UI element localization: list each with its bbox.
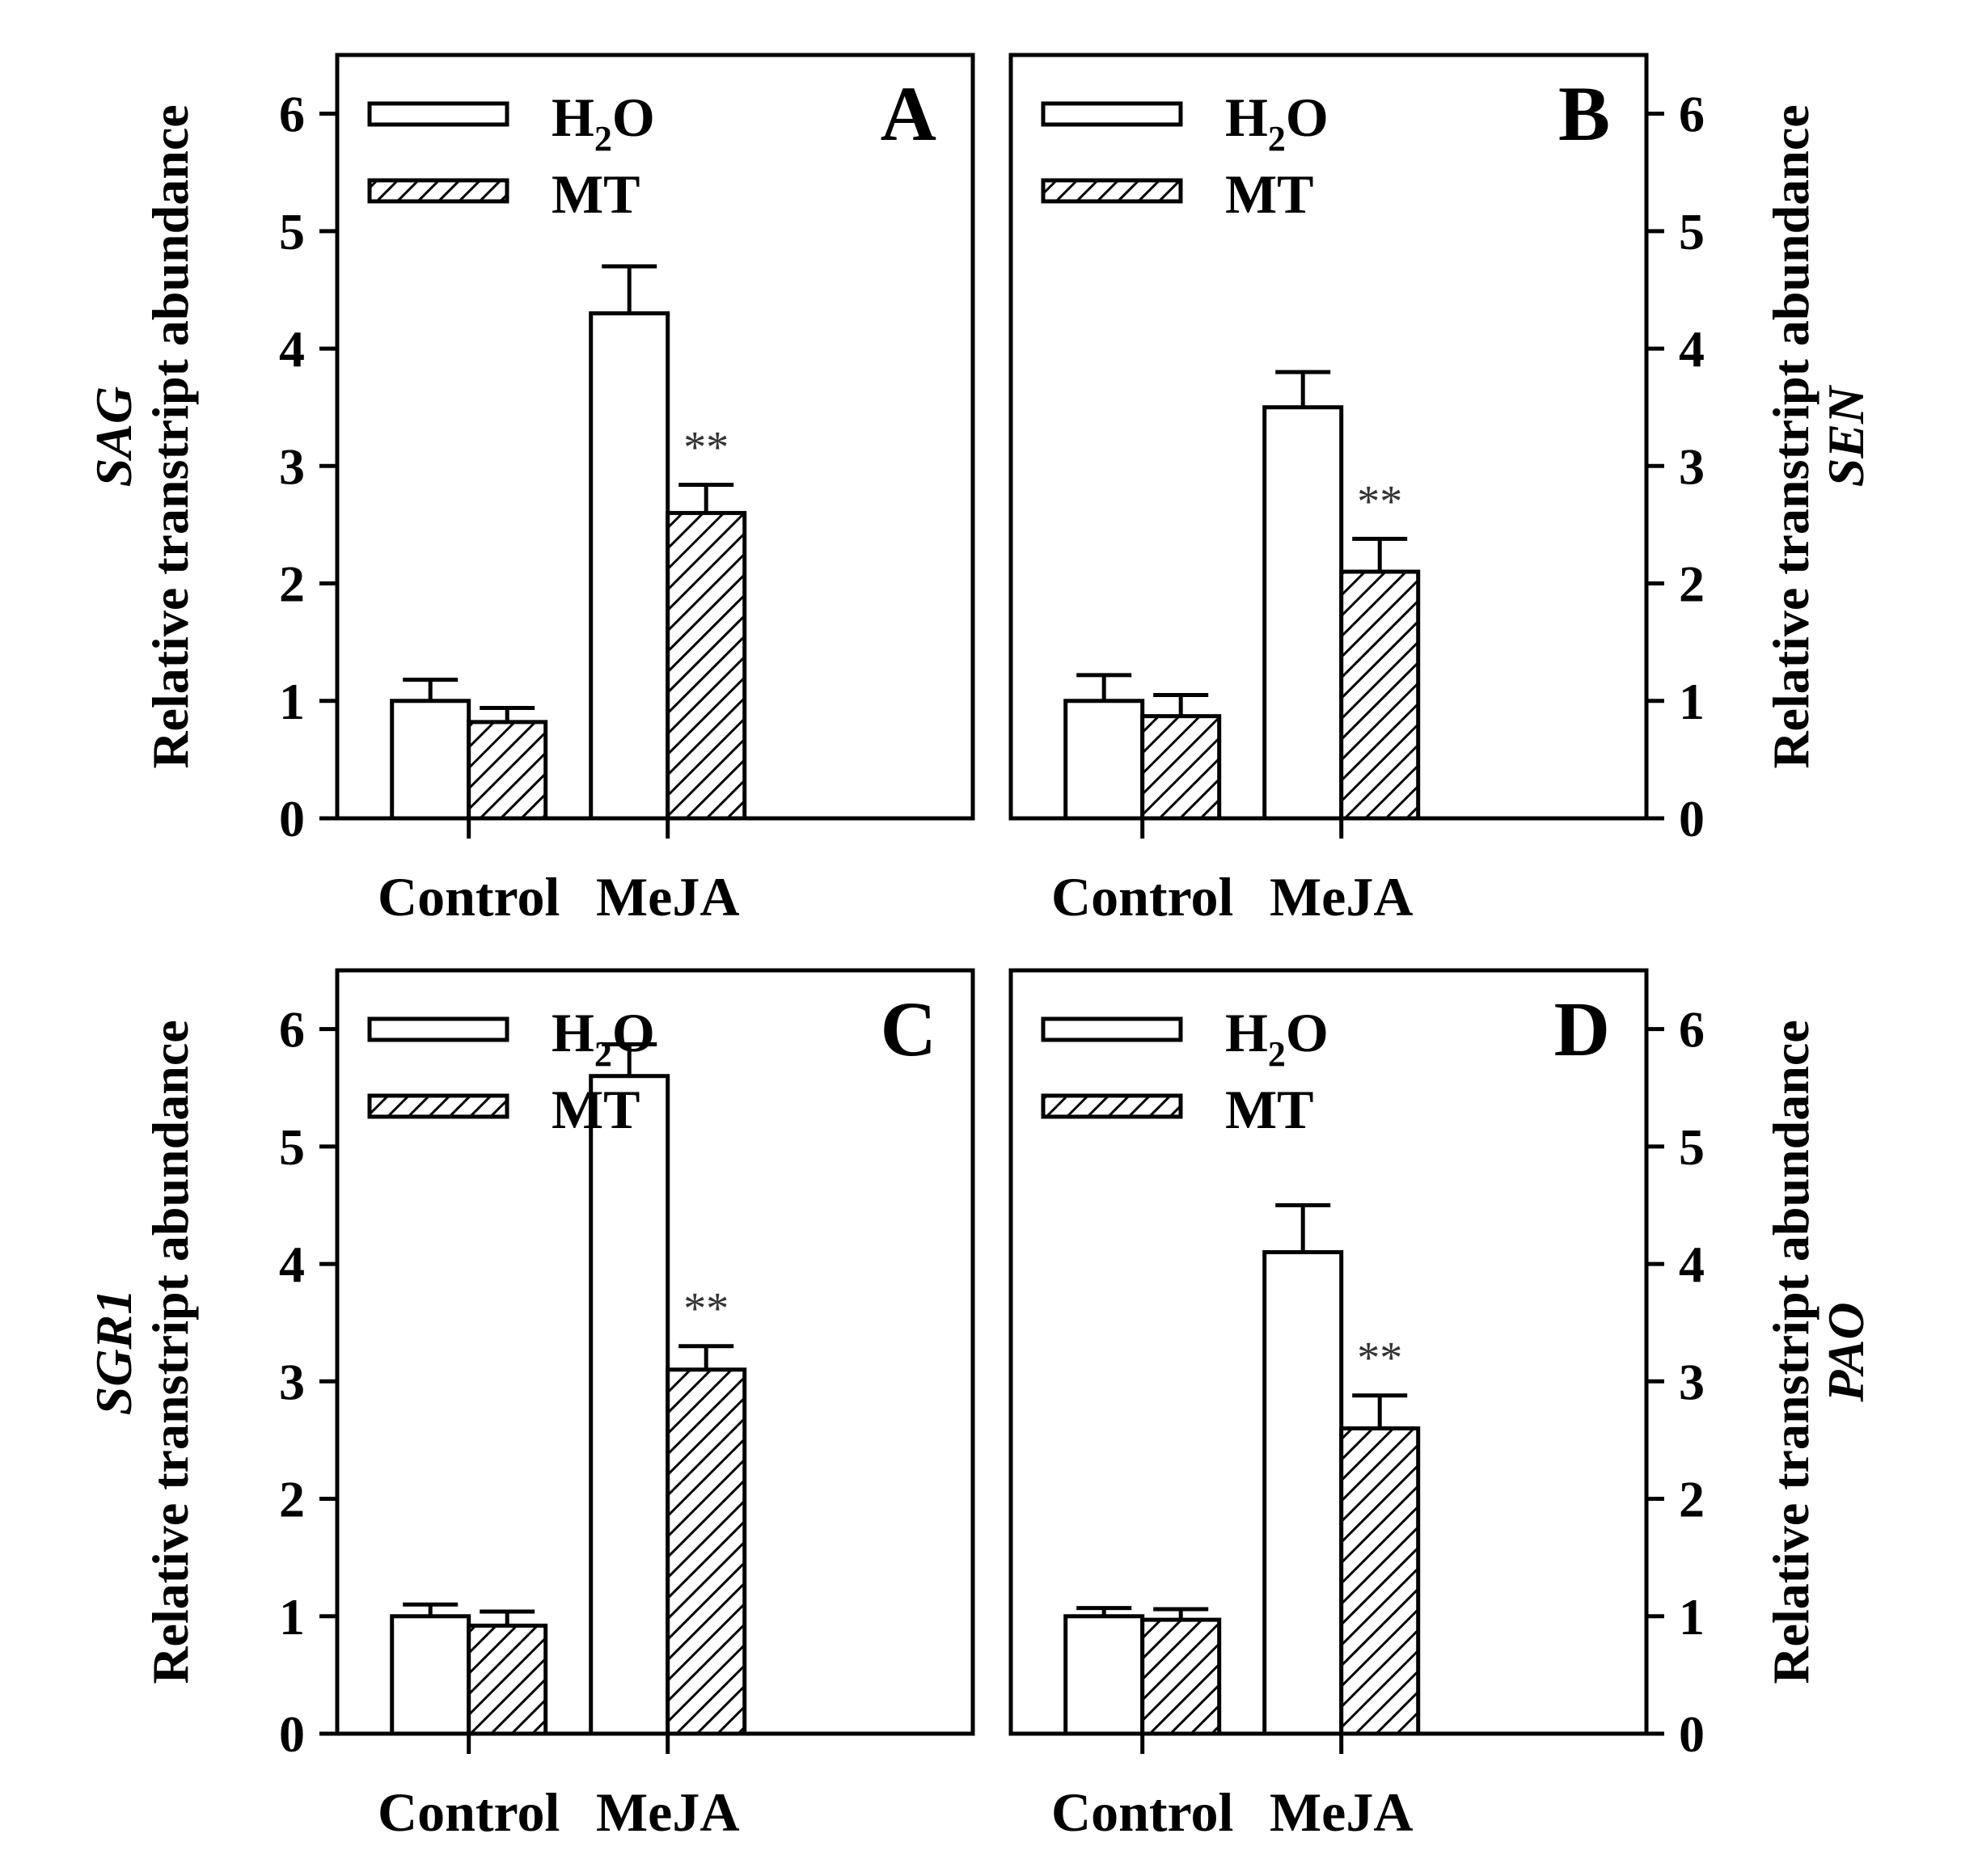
significance-marker: ** bbox=[1357, 476, 1402, 526]
y-tick-label: 4 bbox=[1679, 320, 1705, 378]
panel-letter: A bbox=[881, 70, 936, 157]
gene-name: PAO bbox=[1817, 1302, 1874, 1402]
panel-letter: D bbox=[1554, 986, 1610, 1072]
legend-swatch-mt bbox=[367, 1093, 509, 1119]
bar-mt-meja bbox=[1339, 569, 1421, 821]
y-tick-label: 1 bbox=[1679, 1588, 1705, 1646]
bar-h2o-control bbox=[1063, 699, 1145, 821]
y-tick-label: 3 bbox=[279, 1353, 305, 1410]
legend-label-h2o: H2O bbox=[552, 1002, 655, 1074]
y-tick-label: 1 bbox=[279, 673, 305, 730]
y-tick-label: 5 bbox=[279, 203, 305, 260]
legend-swatch-h2o bbox=[1041, 1016, 1183, 1042]
panel-letter: B bbox=[1558, 70, 1610, 157]
y-tick-label: 5 bbox=[279, 1118, 305, 1176]
legend-label-h2o: H2O bbox=[552, 87, 655, 158]
panel-letter: C bbox=[881, 986, 936, 1072]
legend-swatch-h2o bbox=[1041, 101, 1183, 127]
y-tick-label: 2 bbox=[1679, 1471, 1705, 1528]
legend-label-mt: MT bbox=[1225, 163, 1314, 225]
x-category-label-control: Control bbox=[378, 1781, 560, 1843]
y-axis-title: Relative transtript abundance bbox=[142, 1020, 199, 1684]
y-tick-label: 3 bbox=[279, 437, 305, 495]
bar-mt-control bbox=[467, 720, 548, 821]
bar-h2o-meja bbox=[1262, 1250, 1344, 1736]
bar-mt-meja bbox=[666, 510, 747, 821]
y-tick-label: 1 bbox=[279, 1588, 305, 1646]
legend-label-mt: MT bbox=[552, 1079, 640, 1140]
y-tick-label: 4 bbox=[279, 320, 305, 378]
y-tick-label: 2 bbox=[279, 1471, 305, 1528]
legend-swatch-mt bbox=[1041, 1093, 1183, 1119]
legend-label-mt: MT bbox=[1225, 1079, 1314, 1140]
significance-marker: ** bbox=[683, 1284, 729, 1334]
y-tick-label: 5 bbox=[1679, 1118, 1705, 1176]
bar-h2o-meja bbox=[1262, 405, 1344, 821]
x-category-label-meja: MeJA bbox=[596, 866, 739, 927]
y-tick-label: 2 bbox=[1679, 556, 1705, 613]
y-tick-label: 4 bbox=[1679, 1236, 1705, 1293]
bar-h2o-control bbox=[390, 699, 471, 821]
y-tick-label: 3 bbox=[1679, 437, 1705, 495]
significance-marker: ** bbox=[1357, 1333, 1402, 1384]
y-tick-label: 1 bbox=[1679, 673, 1705, 730]
bar-h2o-control bbox=[1063, 1614, 1145, 1736]
y-tick-label: 0 bbox=[1679, 1705, 1705, 1763]
x-category-label-control: Control bbox=[378, 866, 560, 927]
y-axis-title: Relative transtript abundance bbox=[1762, 104, 1819, 768]
y-tick-label: 6 bbox=[1679, 86, 1705, 143]
bar-mt-control bbox=[1140, 1617, 1222, 1736]
y-tick-label: 0 bbox=[279, 790, 305, 847]
y-axis-title: Relative transtript abundance bbox=[1762, 1020, 1819, 1684]
legend-label-mt: MT bbox=[552, 163, 640, 225]
bar-mt-meja bbox=[1339, 1426, 1421, 1736]
x-category-label-meja: MeJA bbox=[596, 1781, 739, 1843]
bar-mt-control bbox=[467, 1623, 548, 1736]
y-tick-label: 0 bbox=[279, 1705, 305, 1763]
y-tick-label: 6 bbox=[279, 1001, 305, 1058]
bar-h2o-control bbox=[390, 1614, 471, 1736]
x-category-label-control: Control bbox=[1051, 1781, 1233, 1843]
bar-mt-control bbox=[1140, 714, 1222, 821]
legend-swatch-h2o bbox=[367, 1016, 509, 1042]
bar-mt-meja bbox=[666, 1367, 747, 1736]
y-axis-title: Relative transtript abundance bbox=[142, 104, 199, 768]
x-category-label-meja: MeJA bbox=[1270, 1781, 1413, 1843]
y-tick-label: 6 bbox=[279, 86, 305, 143]
legend-label-h2o: H2O bbox=[1225, 1002, 1329, 1074]
y-tick-label: 6 bbox=[1679, 1001, 1705, 1058]
significance-marker: ** bbox=[683, 423, 729, 473]
bar-h2o-meja bbox=[589, 311, 670, 821]
legend-swatch-mt bbox=[1041, 178, 1183, 204]
x-category-label-meja: MeJA bbox=[1270, 866, 1413, 927]
y-tick-label: 2 bbox=[279, 556, 305, 613]
y-tick-label: 0 bbox=[1679, 790, 1705, 847]
legend-label-h2o: H2O bbox=[1225, 87, 1329, 158]
legend-swatch-h2o bbox=[367, 101, 509, 127]
bar-h2o-meja bbox=[589, 1074, 670, 1736]
legend-swatch-mt bbox=[367, 178, 509, 204]
y-tick-label: 5 bbox=[1679, 203, 1705, 260]
y-tick-label: 3 bbox=[1679, 1353, 1705, 1410]
x-category-label-control: Control bbox=[1051, 866, 1233, 927]
gene-name: SEN bbox=[1817, 384, 1874, 487]
y-tick-label: 4 bbox=[279, 1236, 305, 1293]
gene-name: SAG bbox=[85, 387, 142, 488]
gene-name: SGR1 bbox=[85, 1289, 142, 1416]
